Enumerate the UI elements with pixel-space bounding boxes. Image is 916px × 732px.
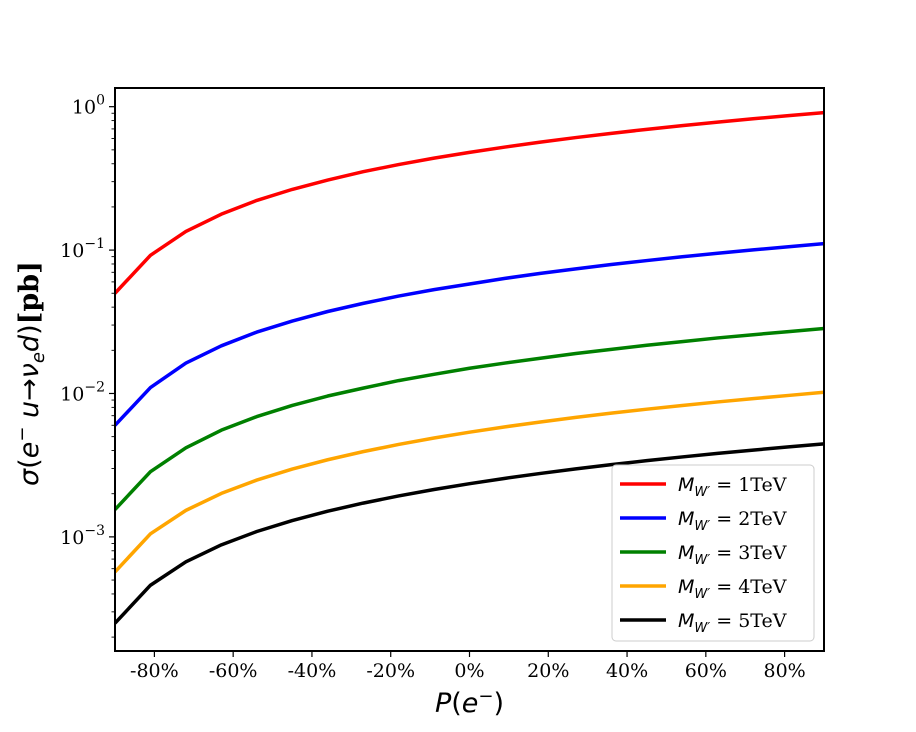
legend-label-3tev: MW′ = 3TeV xyxy=(678,542,787,568)
legend-label-4tev: MW′ = 4TeV xyxy=(678,576,787,602)
x-tick-label: 20% xyxy=(527,660,569,682)
x-tick-label: 80% xyxy=(763,660,805,682)
x-tick-label: -80% xyxy=(130,660,179,682)
y-tick-label: 10−2 xyxy=(60,379,105,405)
x-tick-label: 40% xyxy=(606,660,648,682)
legend: MW′ = 1TeV MW′ = 2TeV MW′ = 3TeV MW′ = 4TeV… xyxy=(611,464,815,642)
y-tick-label: 10−3 xyxy=(60,523,105,549)
y-tick-label: 100 xyxy=(72,93,105,119)
y-tick-label: 10−1 xyxy=(60,236,105,262)
series-line-3tev xyxy=(115,326,824,511)
series-line-2tev xyxy=(115,241,824,427)
legend-box xyxy=(611,464,815,642)
x-tick-label: -60% xyxy=(209,660,258,682)
series-layer xyxy=(115,110,824,625)
x-tick-label: -20% xyxy=(366,660,415,682)
x-axis-label: P(e−) xyxy=(435,686,504,719)
x-tick-label: -40% xyxy=(288,660,337,682)
legend-label-5tev: MW′ = 5TeV xyxy=(678,610,787,636)
series-line-5tev xyxy=(115,442,824,625)
legend-label-1tev: MW′ = 1TeV xyxy=(678,474,787,500)
axes: -80% -60% -40% -20% 0% 20% 40% 60% 80% 10−3 10−2 10… xyxy=(12,87,825,719)
legend-label-2tev: MW′ = 2TeV xyxy=(678,508,787,534)
x-tick-label: 0% xyxy=(454,660,484,682)
series-line-1tev xyxy=(115,110,824,295)
x-tick-label: 60% xyxy=(685,660,727,682)
y-axis-label: σ(e− u→νed)[pb] xyxy=(12,261,49,486)
series-line-4tev xyxy=(115,390,824,574)
